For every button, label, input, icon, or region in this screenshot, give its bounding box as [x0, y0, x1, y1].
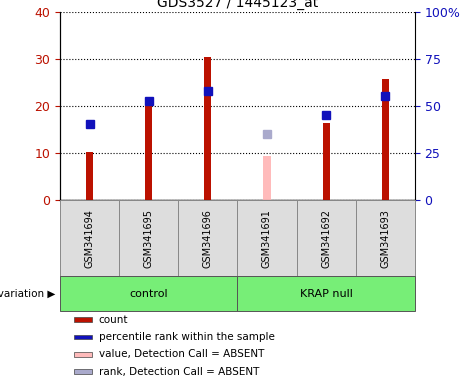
Text: percentile rank within the sample: percentile rank within the sample — [99, 332, 274, 342]
Bar — [204, 57, 212, 200]
Text: GSM341696: GSM341696 — [203, 209, 213, 268]
Text: control: control — [130, 289, 168, 299]
Bar — [145, 106, 152, 200]
Text: GSM341692: GSM341692 — [321, 209, 331, 268]
Bar — [356, 200, 415, 276]
Text: rank, Detection Call = ABSENT: rank, Detection Call = ABSENT — [99, 366, 259, 377]
Bar — [74, 352, 92, 357]
Text: GSM341694: GSM341694 — [84, 209, 95, 268]
Text: genotype/variation ▶: genotype/variation ▶ — [0, 289, 55, 299]
Bar — [178, 200, 237, 276]
Bar — [323, 123, 330, 200]
Bar — [296, 200, 356, 276]
Bar — [74, 334, 92, 339]
Text: GSM341695: GSM341695 — [144, 209, 154, 268]
Text: GSM341691: GSM341691 — [262, 209, 272, 268]
Bar — [382, 79, 389, 200]
Text: value, Detection Call = ABSENT: value, Detection Call = ABSENT — [99, 349, 264, 359]
Bar — [60, 200, 119, 276]
Text: count: count — [99, 314, 128, 325]
Bar — [263, 156, 271, 200]
Bar — [60, 276, 237, 311]
Bar — [237, 200, 296, 276]
Bar — [86, 152, 93, 200]
Bar — [74, 317, 92, 322]
Bar — [237, 276, 415, 311]
Text: KRAP null: KRAP null — [300, 289, 353, 299]
Bar — [74, 369, 92, 374]
Text: GSM341693: GSM341693 — [380, 209, 390, 268]
Bar — [119, 200, 178, 276]
Title: GDS3527 / 1445123_at: GDS3527 / 1445123_at — [157, 0, 318, 10]
